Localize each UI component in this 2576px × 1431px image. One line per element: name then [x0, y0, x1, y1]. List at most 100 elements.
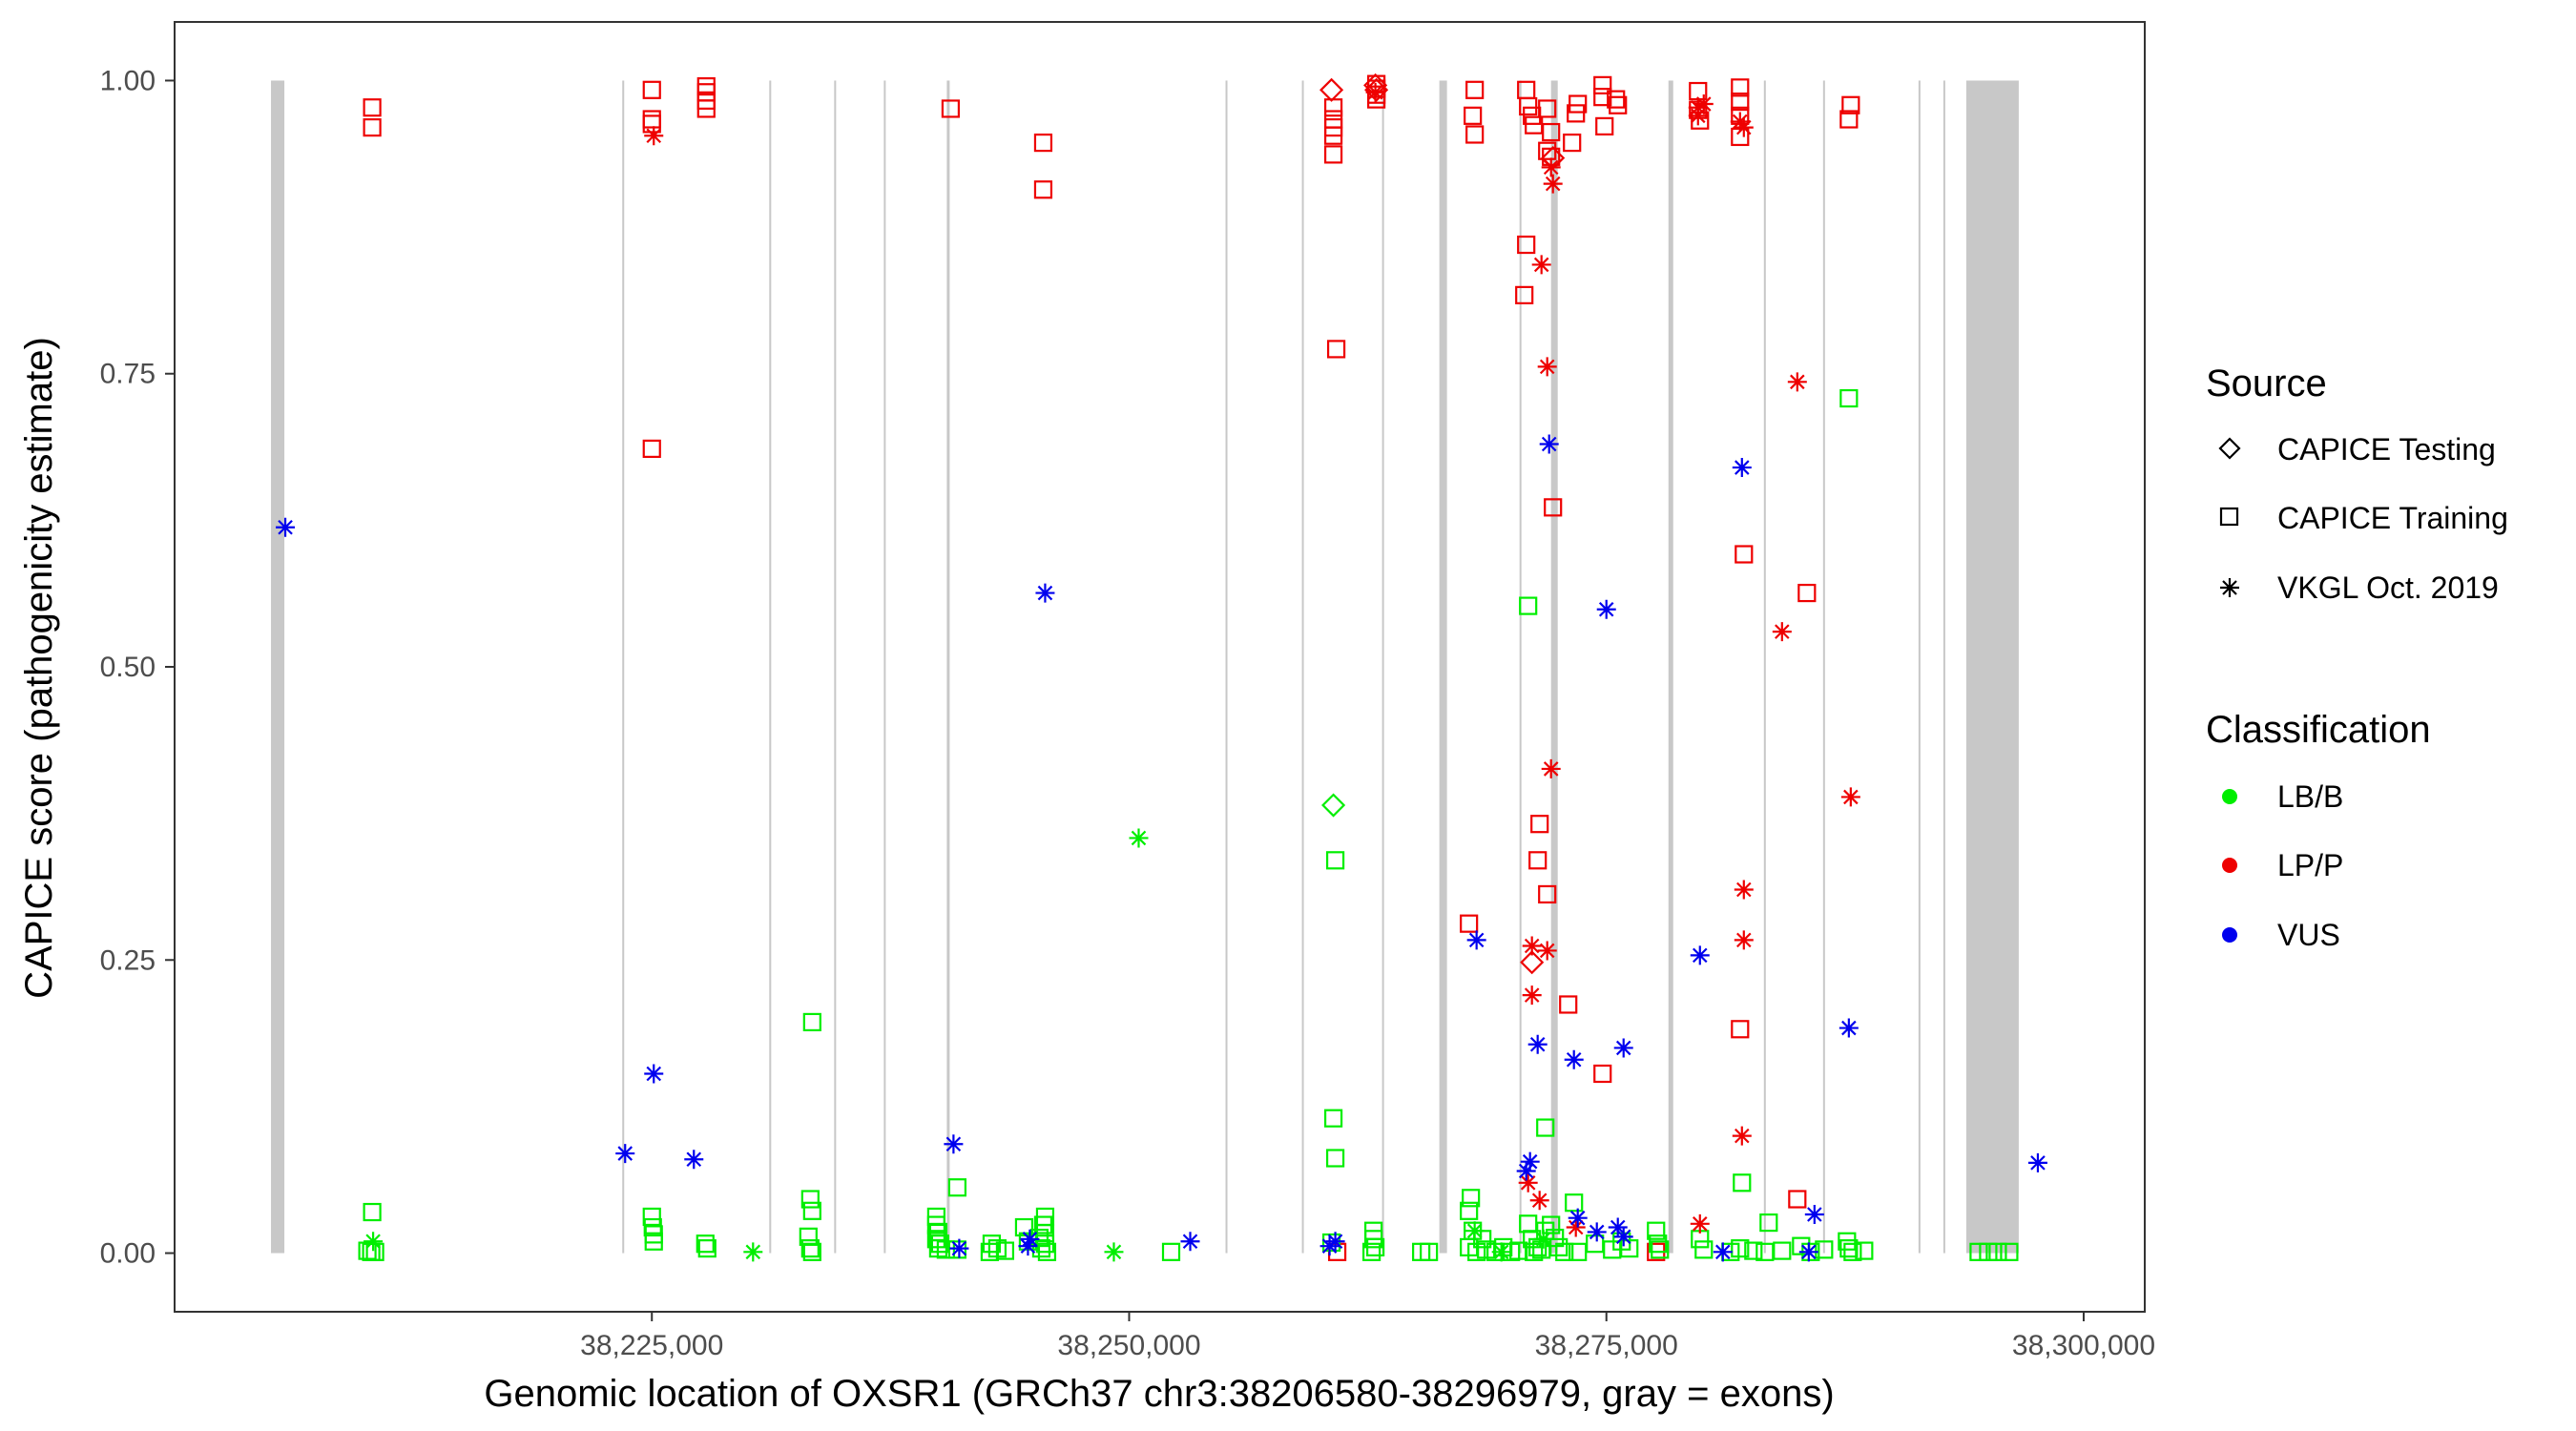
point-square: [1460, 1201, 1479, 1220]
exon-band: [1668, 80, 1673, 1254]
legend-item-lpp: LP/P: [2222, 848, 2343, 882]
point-square: [947, 1178, 966, 1197]
point-asterisk: [1804, 1204, 1824, 1224]
exon-band: [1439, 80, 1447, 1254]
point-square: [1515, 285, 1534, 304]
point-square: [1014, 1217, 1034, 1237]
point-square: [926, 1215, 945, 1234]
y-tick-label: 0.75: [100, 359, 156, 390]
point-asterisk: [1734, 117, 1754, 137]
point-square: [1465, 80, 1485, 99]
exon-band: [1301, 80, 1304, 1254]
point-square: [1843, 1242, 1862, 1261]
point-asterisk: [1613, 1038, 1633, 1058]
point-square: [1460, 914, 1479, 933]
point-asterisk: [644, 1064, 664, 1084]
legend-item-lbb: LB/B: [2222, 779, 2343, 814]
point-square: [1568, 94, 1588, 114]
point-asterisk: [1516, 1161, 1536, 1181]
point-square: [1593, 75, 1612, 94]
point-square: [1323, 98, 1343, 117]
point-square: [1735, 545, 1754, 564]
point-square: [1773, 1241, 1792, 1260]
point-asterisk: [743, 1242, 763, 1262]
legend-item-vkgl: VKGL Oct. 2019: [2220, 570, 2499, 605]
point-square: [1031, 1239, 1051, 1258]
point-square: [1595, 116, 1614, 135]
point-square: [1567, 104, 1586, 123]
point-square: [363, 1202, 382, 1222]
point-square: [1528, 851, 1548, 870]
point-asterisk: [1518, 1172, 1538, 1192]
point-asterisk: [1690, 945, 1710, 965]
point-asterisk: [1839, 1018, 1859, 1038]
point-square: [926, 1230, 945, 1249]
point-square: [1538, 884, 1557, 904]
point-square: [1542, 122, 1561, 142]
point-diamond: [1321, 793, 1346, 818]
legend-dot-icon: [2222, 927, 2237, 943]
point-asterisk: [364, 1232, 384, 1252]
point-asterisk: [949, 1238, 969, 1258]
point-asterisk: [1522, 936, 1542, 956]
point-square: [1323, 126, 1343, 145]
point-asterisk: [1688, 106, 1708, 126]
exon-band: [1381, 80, 1384, 1254]
legend-item-label: CAPICE Testing: [2277, 432, 2496, 467]
point-square: [1969, 1242, 1988, 1261]
point-square: [1839, 110, 1859, 129]
point-square: [1855, 1241, 1874, 1260]
point-square: [802, 1201, 821, 1220]
point-square: [1691, 1230, 1710, 1249]
point-square: [1979, 1242, 1998, 1261]
y-tick-label: 0.25: [100, 944, 156, 976]
y-tick-label: 0.50: [100, 652, 156, 683]
point-asterisk: [1732, 458, 1752, 478]
point-square: [1620, 1239, 1639, 1258]
point-square: [1838, 1232, 1857, 1251]
x-tick-label: 38,275,000: [1535, 1330, 1678, 1361]
point-asterisk: [1527, 1034, 1548, 1054]
point-square: [947, 1240, 966, 1259]
point-diamond: [1520, 950, 1545, 975]
legend-item-capice-training: CAPICE Training: [2219, 501, 2508, 535]
point-square: [941, 99, 960, 118]
point-asterisk: [1539, 434, 1559, 454]
point-asterisk: [1734, 880, 1754, 900]
point-square: [1037, 1242, 1057, 1261]
point-square: [1559, 995, 1578, 1014]
point-square: [642, 80, 661, 99]
point-square: [644, 1225, 663, 1244]
point-asterisk: [1713, 1242, 1733, 1262]
exon-band: [883, 80, 886, 1254]
point-square: [1538, 99, 1557, 118]
point-square: [1517, 235, 1536, 255]
point-square: [1744, 1241, 1763, 1260]
point-square: [800, 1190, 820, 1209]
point-asterisk: [684, 1150, 704, 1170]
point-asterisk: [1772, 622, 1792, 642]
point-square: [1544, 498, 1563, 517]
point-square: [1530, 815, 1549, 834]
point-asterisk: [1537, 941, 1557, 961]
point-asterisk: [1690, 1213, 1710, 1234]
point-square: [1366, 1237, 1385, 1257]
point-square: [1609, 95, 1628, 114]
legend-item-capice-testing: CAPICE Testing: [2218, 432, 2496, 467]
point-square: [1321, 1233, 1341, 1253]
exon-band: [834, 80, 837, 1254]
point-asterisk: [1325, 1232, 1345, 1252]
legend-classification-title: Classification: [2206, 709, 2431, 751]
point-square: [1815, 1240, 1834, 1259]
legend-item-label: CAPICE Training: [2277, 501, 2508, 535]
point-square: [1593, 1064, 1612, 1084]
point-square: [696, 99, 716, 118]
y-tick-label: 0.00: [100, 1238, 156, 1270]
point-square: [1565, 1193, 1584, 1213]
point-square: [1788, 1190, 1807, 1209]
legend-source-title: Source: [2206, 363, 2327, 404]
point-square: [363, 118, 382, 137]
x-axis-label: Genomic location of OXSR1 (GRCh37 chr3:3…: [484, 1373, 1834, 1415]
point-asterisk: [1613, 1227, 1633, 1247]
